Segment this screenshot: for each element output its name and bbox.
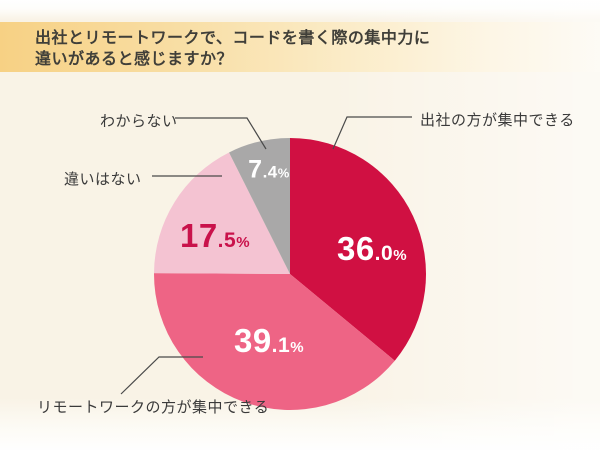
percent-unknown-int: 7 <box>248 155 263 184</box>
pie-slice-unknown <box>229 138 290 274</box>
question-title-line2: 違いがあると感じますか？ <box>35 51 234 68</box>
percent-office-sign: % <box>393 247 408 264</box>
leader-lines <box>120 116 412 395</box>
slice-label-office: 出社の方が集中できる <box>420 112 575 129</box>
percent-label-unknown: 7.4% <box>248 156 290 185</box>
percent-label-remote: 39.1% <box>234 322 304 360</box>
percent-office-frac: .0 <box>374 242 394 265</box>
percent-office-int: 36 <box>336 230 375 267</box>
pie-slice-remote <box>153 273 395 411</box>
percent-unknown-sign: % <box>277 165 290 181</box>
question-title-band: 出社とリモートワークで、コードを書く際の集中力に 違いがあると感じますか？ <box>0 22 600 72</box>
percent-label-office: 36.0% <box>337 230 407 268</box>
percent-nodiff-sign: % <box>236 234 251 251</box>
leader-line-office <box>332 116 412 150</box>
percent-remote-frac: .1 <box>271 334 291 357</box>
percent-remote-int: 39 <box>233 322 272 359</box>
percent-unknown-frac: .4 <box>262 162 278 182</box>
percent-nodiff-frac: .5 <box>217 229 237 252</box>
percent-label-nodiff: 17.5% <box>180 217 250 255</box>
slice-label-nodiff: 違いはない <box>64 171 142 188</box>
slice-label-unknown: わからない <box>100 113 178 130</box>
pie-slices <box>153 138 427 411</box>
leader-line-remote <box>120 356 203 395</box>
slice-label-remote: リモートワークの方が集中できる <box>37 399 270 416</box>
question-title-line1: 出社とリモートワークで、コードを書く際の集中力に <box>35 30 431 47</box>
pie-slice-office <box>290 138 427 361</box>
percent-remote-sign: % <box>290 339 305 356</box>
leader-line-unknown <box>175 117 267 150</box>
percent-nodiff-int: 17 <box>179 217 218 254</box>
pie-slice-nodiff <box>154 152 290 274</box>
